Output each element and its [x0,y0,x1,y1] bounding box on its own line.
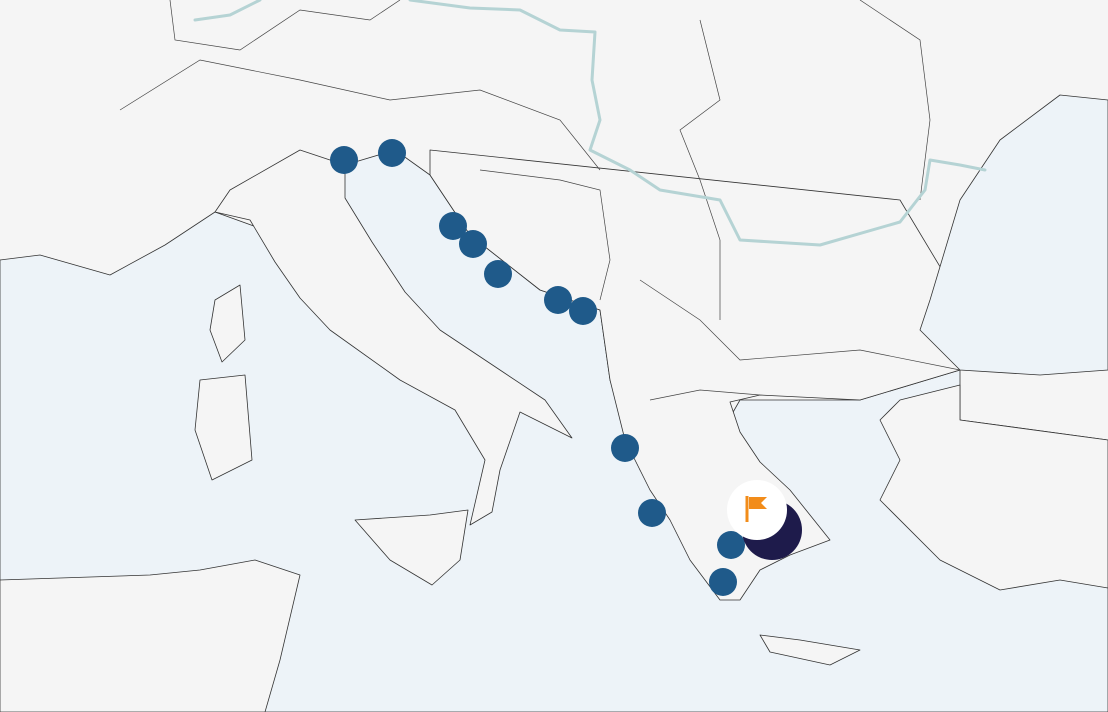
turkey [879,384,1108,591]
stop-marker[interactable] [484,260,512,288]
stop-marker[interactable] [544,286,572,314]
stop-marker[interactable] [330,146,358,174]
flag [749,497,767,509]
africa [0,559,301,712]
sardinia [194,374,253,481]
stop-marker[interactable] [611,434,639,462]
border [169,0,401,51]
destination-marker[interactable] [727,480,802,560]
river [193,0,262,22]
border [679,19,721,320]
border [119,59,601,171]
stop-marker[interactable] [439,212,467,240]
stop-marker[interactable] [569,297,597,325]
border [479,169,611,301]
stop-marker[interactable] [378,139,406,167]
crete [759,634,861,666]
border [639,279,961,371]
corsica [209,284,246,363]
stop-marker[interactable] [717,531,745,559]
stop-marker[interactable] [459,230,487,258]
river [408,0,987,247]
border [649,389,761,401]
rivers [193,0,987,247]
border [859,0,931,201]
destination-badge[interactable] [727,480,787,540]
route-stops [330,139,745,596]
borders [119,0,961,401]
italy [214,149,573,526]
stop-marker[interactable] [638,499,666,527]
sicily [354,509,469,586]
stop-marker[interactable] [709,568,737,596]
